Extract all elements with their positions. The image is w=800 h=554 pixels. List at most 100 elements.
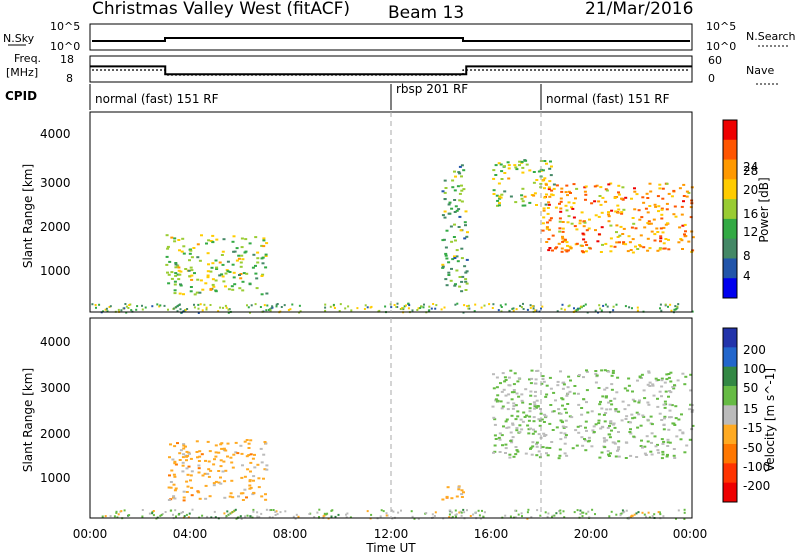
- velocity-cell: [562, 383, 566, 386]
- power-cell: [174, 266, 178, 269]
- velocity-cell: [605, 386, 609, 389]
- power-cell: [455, 255, 459, 258]
- power-cell: [444, 254, 448, 257]
- velocity-cell: [499, 382, 502, 385]
- power-cell: [563, 238, 567, 241]
- velocity-cell: [663, 417, 666, 420]
- velocity-cell: [185, 450, 189, 453]
- velocity-cell: [498, 451, 502, 453]
- velocity-cell: [492, 451, 495, 454]
- power-cell: [681, 248, 684, 250]
- velocity-ground-cell: [662, 515, 665, 518]
- velocity-cell: [257, 477, 261, 480]
- velocity-cell: [663, 400, 667, 403]
- velocity-cell: [649, 450, 653, 453]
- power-cell: [565, 184, 569, 187]
- power-ground-cell: [177, 304, 179, 307]
- freq-frame: [89, 55, 693, 83]
- velocity-ground-cell: [553, 514, 556, 517]
- velocity-cell: [222, 447, 226, 450]
- power-cell: [220, 273, 224, 276]
- velocity-cell: [559, 438, 563, 441]
- power-cell: [255, 287, 259, 290]
- power-cell: [642, 201, 646, 204]
- velocity-cell: [220, 442, 224, 445]
- velocity-cell: [559, 431, 563, 434]
- velocity-cell: [533, 403, 537, 406]
- velocity-ground-cell: [161, 513, 164, 515]
- velocity-cell: [186, 485, 190, 488]
- power-cell: [662, 226, 666, 229]
- power-colorbar-swatch: [723, 238, 737, 259]
- power-cell: [444, 252, 448, 255]
- cpid-mode-2: rbsp 201 RF: [396, 82, 468, 96]
- power-cell: [650, 230, 654, 233]
- velocity-cell: [222, 460, 226, 463]
- power-cell: [561, 230, 565, 233]
- velocity-cell: [500, 390, 504, 393]
- power-panel: 4000 3000 2000 1000 Slant Range [km]: [21, 111, 695, 314]
- power-cell: [660, 217, 664, 220]
- power-cell: [566, 194, 569, 197]
- power-ground-cell: [344, 307, 347, 310]
- power-cell: [206, 270, 210, 273]
- power-cell: [256, 261, 260, 264]
- velocity-ground-cell: [425, 512, 428, 515]
- velocity-ground-cell: [323, 512, 326, 515]
- velocity-cell: [234, 451, 238, 454]
- power-cell: [647, 220, 651, 223]
- power-cell: [444, 187, 448, 189]
- power-ground-cell: [141, 304, 143, 307]
- velocity-cell: [563, 442, 567, 445]
- velocity-cell: [555, 426, 559, 429]
- velocity-ground-cell: [391, 509, 393, 512]
- velocity-panel: 4000 3000 2000 1000 Slant Range [km]: [21, 317, 695, 520]
- power-cell: [604, 200, 608, 203]
- velocity-cell: [256, 463, 260, 466]
- power-ground-cell: [540, 307, 542, 310]
- power-cell: [599, 251, 603, 253]
- velocity-cell: [673, 424, 677, 426]
- power-cell: [232, 250, 236, 253]
- power-cell: [226, 270, 230, 273]
- power-ground-cell: [428, 309, 431, 312]
- power-cell: [457, 226, 461, 228]
- power-cell: [166, 271, 169, 274]
- power-cell: [545, 241, 549, 243]
- velocity-ground-cell: [651, 515, 654, 518]
- velocity-cell: [620, 419, 624, 422]
- velocity-cell: [493, 444, 497, 447]
- velocity-cell: [668, 403, 672, 406]
- velocity-cell: [572, 392, 576, 395]
- velocity-cell: [530, 369, 534, 372]
- power-ground-cell: [396, 302, 399, 305]
- power-ground-cell: [117, 308, 120, 311]
- velocity-ground-cell: [237, 516, 240, 519]
- power-ground-cell: [156, 303, 159, 306]
- velocity-cell: [673, 384, 676, 387]
- power-cell: [231, 240, 235, 243]
- velocity-cell: [204, 484, 208, 487]
- nsky-tick-bottom: 10^0: [50, 40, 80, 53]
- power-cell: [453, 257, 457, 259]
- velocity-cell: [529, 394, 533, 397]
- velocity-cell: [691, 409, 695, 412]
- velocity-ground-cell: [558, 510, 561, 513]
- power-cell: [221, 250, 225, 253]
- velocity-cell: [231, 496, 235, 499]
- power-cell: [541, 229, 545, 232]
- velocity-cell: [576, 425, 580, 428]
- velocity-ground-cell: [448, 509, 451, 512]
- power-ground-cell: [615, 303, 618, 306]
- cpid-mode-3: normal (fast) 151 RF: [546, 92, 670, 106]
- power-cell: [532, 194, 536, 197]
- power-ground-cell: [500, 306, 503, 308]
- power-ground-cell: [393, 304, 396, 306]
- velocity-cell: [257, 486, 261, 489]
- power-cell: [664, 223, 668, 226]
- power-cell: [458, 276, 462, 278]
- power-ground-cell: [515, 308, 518, 311]
- velocity-cell: [631, 390, 634, 393]
- velocity-cell: [670, 404, 674, 407]
- velocity-cell: [570, 416, 574, 419]
